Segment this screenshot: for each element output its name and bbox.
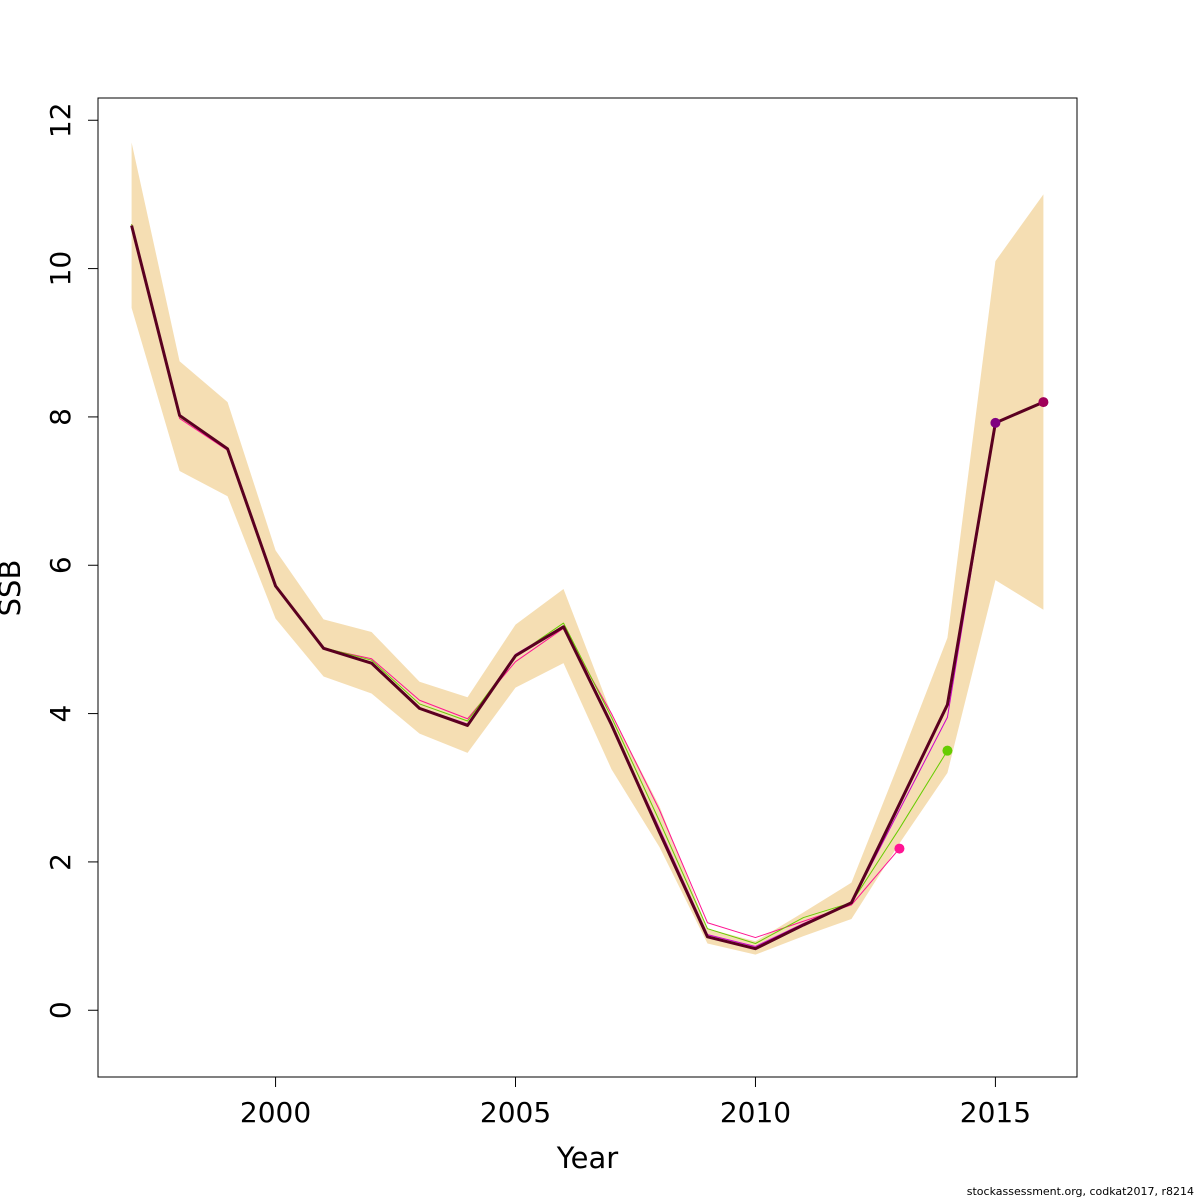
confidence-band bbox=[131, 142, 1044, 955]
series-layer bbox=[130, 223, 1045, 951]
x-tick-label: 2015 bbox=[960, 1096, 1031, 1129]
x-axis: 2000 2005 2010 2015 bbox=[240, 1077, 1031, 1129]
confidence-band-layer bbox=[131, 142, 1044, 955]
x-tick-label: 2010 bbox=[720, 1096, 791, 1129]
series-endpoint-marker-1 bbox=[894, 843, 905, 854]
series-line-1 bbox=[131, 223, 900, 939]
y-tick-label: 10 bbox=[44, 251, 77, 287]
plot-frame bbox=[97, 97, 1078, 1078]
x-tick-label: 2005 bbox=[480, 1096, 551, 1129]
series-endpoint-marker-2 bbox=[942, 745, 953, 756]
x-tick-label: 2000 bbox=[240, 1096, 311, 1129]
y-axis: 0 2 4 6 8 10 12 bbox=[44, 102, 98, 1019]
series-endpoint-marker-5 bbox=[1038, 397, 1049, 408]
y-tick-label: 8 bbox=[44, 408, 77, 426]
y-axis-title: SSB bbox=[0, 560, 27, 617]
series-endpoint-marker-4 bbox=[990, 417, 1001, 428]
series-line-5 bbox=[130, 225, 1045, 951]
y-tick-label: 0 bbox=[44, 1001, 77, 1019]
marker-layer bbox=[894, 397, 1049, 854]
y-tick-label: 6 bbox=[44, 556, 77, 574]
series-line-2 bbox=[131, 223, 948, 944]
y-tick-label: 12 bbox=[44, 102, 77, 138]
series-line-3 bbox=[131, 225, 996, 947]
footnote: stockassessment.org, codkat2017, r8214 bbox=[966, 1185, 1194, 1198]
y-tick-label: 4 bbox=[44, 705, 77, 723]
y-tick-label: 2 bbox=[44, 853, 77, 871]
x-axis-title: Year bbox=[556, 1141, 618, 1175]
